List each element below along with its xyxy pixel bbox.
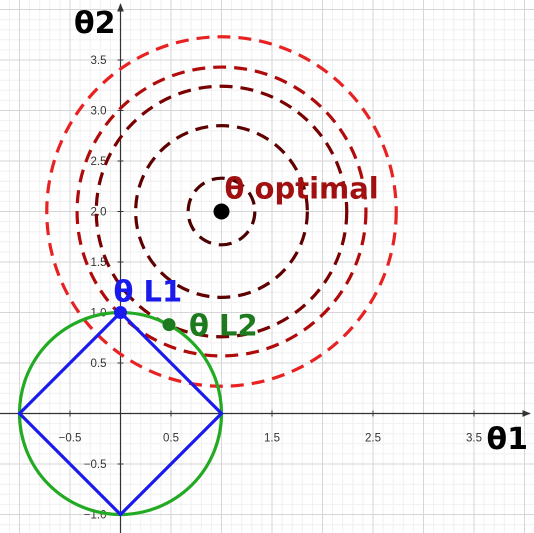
x-tick-label: 0.5 bbox=[163, 433, 179, 445]
loss-contour bbox=[45, 35, 398, 388]
y-tick-label: −0.5 bbox=[84, 459, 107, 471]
y-tick-label: 2.5 bbox=[91, 156, 107, 168]
point-l2 bbox=[162, 318, 176, 332]
point-label-l2: θ L2 bbox=[189, 309, 258, 343]
y-axis-title: θ2 bbox=[74, 6, 115, 41]
x-tick-label: 3.5 bbox=[466, 433, 482, 445]
l1-ball bbox=[17, 310, 224, 517]
x-tick-label: 2.5 bbox=[365, 433, 381, 445]
x-axis-title: θ1 bbox=[487, 422, 528, 457]
loss-contours bbox=[45, 35, 398, 388]
loss-contour bbox=[186, 176, 257, 247]
loss-contour bbox=[94, 84, 349, 339]
axes bbox=[0, 3, 531, 533]
x-tick-label: 1.5 bbox=[264, 433, 280, 445]
y-tick-label: 3.0 bbox=[91, 106, 107, 118]
point-l1 bbox=[114, 306, 127, 319]
point-label-optimal: θ optimal bbox=[225, 172, 379, 206]
x-tick-label: −0.5 bbox=[59, 433, 82, 445]
point-label-l1: θ L1 bbox=[114, 275, 183, 309]
loss-contour bbox=[134, 124, 309, 299]
y-tick-label: 0.5 bbox=[91, 358, 107, 370]
loss-contour bbox=[75, 65, 368, 358]
y-tick-label: 3.5 bbox=[91, 55, 107, 67]
point-optimal bbox=[213, 203, 230, 220]
y-tick-label: 1.5 bbox=[91, 257, 107, 269]
y-tick-label: 2.0 bbox=[91, 207, 107, 219]
point-labels: θ optimal θ L1θ L2 bbox=[114, 172, 379, 343]
points bbox=[114, 203, 230, 332]
